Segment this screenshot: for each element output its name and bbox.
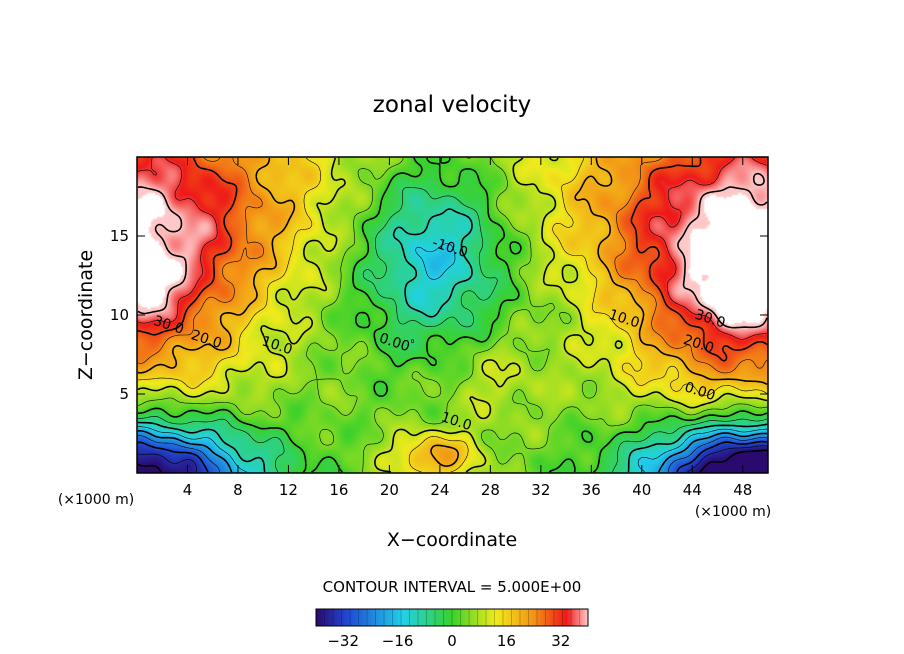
contour-line-pos5: [137, 157, 768, 473]
contour-line-pos25: [137, 157, 768, 374]
x-tick-label: 40: [632, 481, 651, 499]
x-tick-label: 16: [329, 481, 348, 499]
contour-line-pos15: [138, 157, 768, 473]
colorbar-tick-label: 0: [447, 632, 457, 650]
chart-title: zonal velocity: [373, 92, 531, 118]
contour-line-pos35: [137, 157, 768, 340]
contour-line-neg40: [137, 449, 768, 473]
contour-line-neg10: [137, 208, 768, 473]
colorbar-tick-label: −16: [382, 632, 414, 650]
contour-line-neg30: [137, 440, 768, 473]
x-tick-label: 24: [430, 481, 449, 499]
y-tick-label: 15: [110, 227, 129, 245]
colorbar-gradient: [315, 608, 589, 627]
x-axis-label: X−coordinate: [387, 529, 517, 551]
x-tick-label: 8: [233, 481, 243, 499]
colorbar: −32 −16 0 16 32: [315, 608, 589, 650]
contour-line-neg25: [137, 435, 768, 473]
x-tick-label: 28: [481, 481, 500, 499]
colorbar-tick-label: 32: [551, 632, 570, 650]
x-unit-right: (×1000 m): [695, 504, 771, 520]
contour-line-pos10: [137, 157, 768, 473]
contour-lines: [137, 157, 768, 473]
y-tick-label: 5: [119, 385, 129, 403]
plot-area: 30.020.0 10.0 0.00-10.010.010.0 30.020.00.0…: [110, 156, 769, 499]
x-tick-label: 36: [582, 481, 601, 499]
x-tick-label: 48: [733, 481, 752, 499]
contour-line-pos20: [137, 157, 768, 467]
contour-line-neg20: [138, 430, 768, 473]
colorbar-tick-label: −32: [327, 632, 359, 650]
y-axis-label: Z−coordinate: [75, 250, 97, 380]
x-unit-left: (×1000 m): [58, 492, 134, 508]
contour-line-neg5: [138, 187, 768, 473]
x-tick-label: 4: [183, 481, 193, 499]
contour-line-neg35: [137, 445, 767, 473]
colorbar-ticks: −32 −16 0 16 32: [327, 632, 570, 650]
contour-line-neg15: [138, 243, 768, 473]
y-ticks: 5 10 15: [110, 227, 768, 403]
x-ticks: 4 8 12 16 20 24 28 32 36 40 44 48: [183, 157, 752, 499]
x-tick-label: 32: [531, 481, 550, 499]
contour-line-pos30: [137, 157, 768, 362]
colorbar-stripes: [315, 609, 589, 626]
colorbar-tick-label: 16: [497, 632, 516, 650]
x-tick-label: 20: [380, 481, 399, 499]
y-tick-label: 10: [110, 306, 129, 324]
x-tick-label: 12: [279, 481, 298, 499]
contour-line-pos0: [138, 157, 768, 473]
x-tick-label: 44: [683, 481, 702, 499]
contour-line-pos40: [137, 172, 768, 329]
contour-interval-text: CONTOUR INTERVAL = 5.000E+00: [323, 578, 582, 596]
